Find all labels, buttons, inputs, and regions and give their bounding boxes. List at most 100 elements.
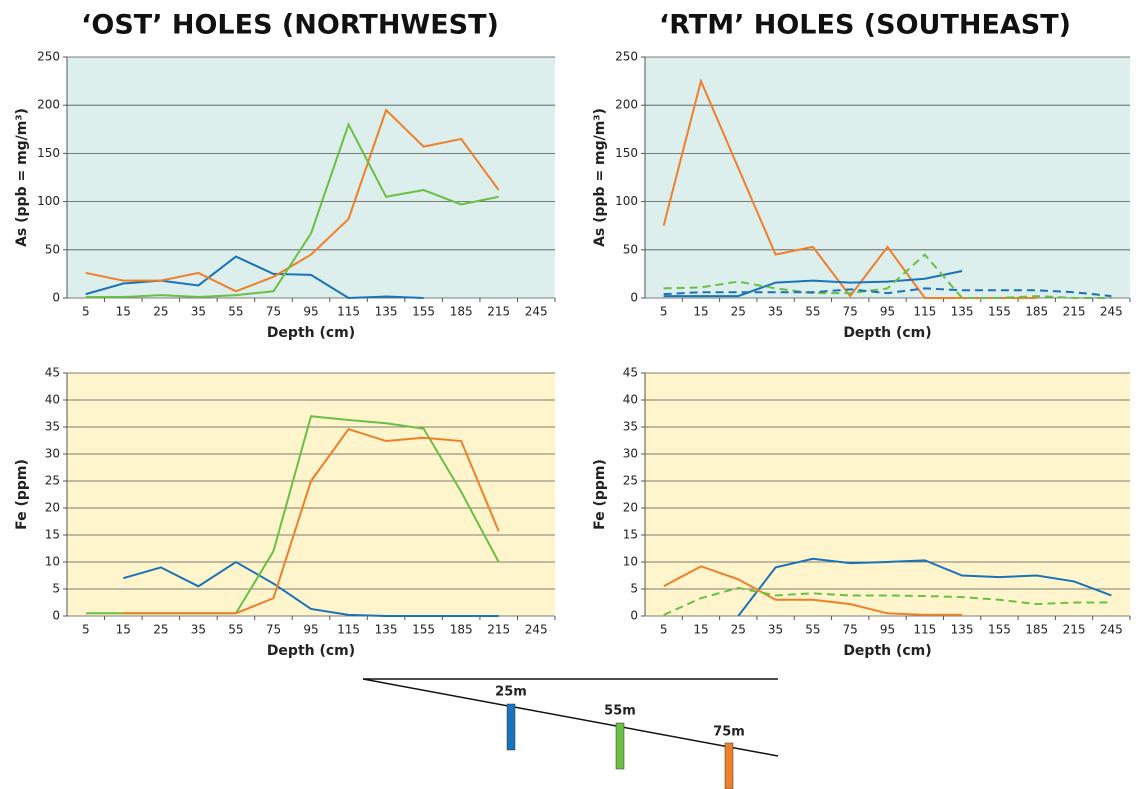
y-tick-label: 200 <box>615 98 638 112</box>
x-tick-label: 155 <box>988 305 1011 319</box>
x-tick-label: 215 <box>1063 305 1086 319</box>
hole-marker <box>725 743 733 789</box>
x-tick-label: 115 <box>337 305 360 319</box>
y-tick-label: 30 <box>623 447 638 461</box>
x-tick-label: 55 <box>805 305 820 319</box>
x-tick-label: 215 <box>487 623 510 637</box>
y-tick-label: 40 <box>45 393 60 407</box>
x-tick-label: 155 <box>412 305 435 319</box>
hole-marker <box>616 723 624 769</box>
x-tick-label: 5 <box>660 305 668 319</box>
hole-label: 25m <box>495 685 527 700</box>
y-tick-label: 0 <box>630 291 638 305</box>
y-tick-label: 35 <box>623 420 638 434</box>
x-tick-label: 25 <box>153 305 168 319</box>
slope-diagram: 25m 55m 75m <box>363 679 778 789</box>
x-tick-label: 35 <box>768 305 783 319</box>
y-axis-label: Fe (ppm) <box>592 459 608 530</box>
hole-label: 55m <box>604 704 636 719</box>
y-tick-label: 0 <box>52 609 60 623</box>
y-tick-label: 40 <box>623 393 638 407</box>
y-tick-label: 20 <box>45 501 60 515</box>
x-tick-label: 115 <box>913 623 936 637</box>
x-tick-label: 245 <box>1100 623 1123 637</box>
x-tick-label: 245 <box>1100 305 1123 319</box>
x-tick-label: 155 <box>412 623 435 637</box>
x-tick-label: 95 <box>880 623 895 637</box>
chart-title: ‘OST’ HOLES (NORTHWEST) <box>81 10 499 41</box>
plot-area <box>67 57 555 298</box>
y-tick-label: 35 <box>45 420 60 434</box>
y-tick-label: 30 <box>45 447 60 461</box>
x-tick-label: 75 <box>843 623 858 637</box>
x-tick-label: 55 <box>228 623 243 637</box>
x-tick-label: 115 <box>337 623 360 637</box>
x-tick-label: 5 <box>660 623 668 637</box>
x-tick-label: 35 <box>191 623 206 637</box>
x-tick-label: 135 <box>951 623 974 637</box>
x-tick-label: 185 <box>450 305 473 319</box>
figure: 25m 55m 75m 0501001502002505152535557595… <box>0 0 1142 789</box>
x-tick-label: 55 <box>805 623 820 637</box>
plot-area <box>67 373 555 616</box>
x-tick-label: 35 <box>191 305 206 319</box>
x-tick-label: 215 <box>487 305 510 319</box>
y-tick-label: 100 <box>37 194 60 208</box>
x-tick-label: 75 <box>266 305 281 319</box>
x-tick-label: 25 <box>153 623 168 637</box>
x-tick-label: 35 <box>768 623 783 637</box>
y-tick-label: 150 <box>37 146 60 160</box>
x-tick-label: 55 <box>228 305 243 319</box>
y-tick-label: 0 <box>52 291 60 305</box>
x-tick-label: 245 <box>525 305 548 319</box>
x-tick-label: 15 <box>693 623 708 637</box>
y-tick-label: 20 <box>623 501 638 515</box>
x-tick-label: 75 <box>266 623 281 637</box>
y-tick-label: 50 <box>623 242 638 256</box>
y-tick-label: 250 <box>37 50 60 64</box>
x-tick-label: 15 <box>693 305 708 319</box>
y-tick-label: 100 <box>615 194 638 208</box>
x-tick-label: 5 <box>82 305 90 319</box>
x-axis-label: Depth (cm) <box>843 643 931 659</box>
y-tick-label: 15 <box>623 528 638 542</box>
hole-label: 75m <box>713 725 745 740</box>
y-axis-label: As (ppb = mg/m³) <box>14 108 30 247</box>
y-tick-label: 25 <box>45 474 60 488</box>
x-tick-label: 95 <box>303 305 318 319</box>
x-tick-label: 25 <box>731 305 746 319</box>
y-tick-label: 45 <box>45 366 60 380</box>
y-tick-label: 10 <box>623 555 638 569</box>
x-tick-label: 185 <box>1025 623 1048 637</box>
x-tick-label: 135 <box>375 623 398 637</box>
y-tick-label: 50 <box>45 242 60 256</box>
x-axis-label: Depth (cm) <box>267 325 355 341</box>
y-tick-label: 5 <box>630 582 638 596</box>
x-tick-label: 95 <box>303 623 318 637</box>
y-axis-label: Fe (ppm) <box>14 459 30 530</box>
x-axis-label: Depth (cm) <box>843 325 931 341</box>
y-tick-label: 15 <box>45 528 60 542</box>
plot-area <box>645 57 1130 298</box>
x-tick-label: 245 <box>525 623 548 637</box>
hole-marker <box>507 704 515 750</box>
x-tick-label: 25 <box>731 623 746 637</box>
x-tick-label: 75 <box>843 305 858 319</box>
y-tick-label: 10 <box>45 555 60 569</box>
y-axis-label: As (ppb = mg/m³) <box>592 108 608 247</box>
x-tick-label: 185 <box>1025 305 1048 319</box>
x-tick-label: 95 <box>880 305 895 319</box>
slope-line <box>363 679 778 756</box>
x-tick-label: 5 <box>82 623 90 637</box>
x-tick-label: 215 <box>1063 623 1086 637</box>
y-tick-label: 200 <box>37 98 60 112</box>
x-tick-label: 115 <box>913 305 936 319</box>
x-tick-label: 155 <box>988 623 1011 637</box>
x-axis-label: Depth (cm) <box>267 643 355 659</box>
y-tick-label: 25 <box>623 474 638 488</box>
chart-title: ‘RTM’ HOLES (SOUTHEAST) <box>659 10 1071 41</box>
x-tick-label: 15 <box>116 305 131 319</box>
y-tick-label: 0 <box>630 609 638 623</box>
y-tick-label: 150 <box>615 146 638 160</box>
x-tick-label: 15 <box>116 623 131 637</box>
